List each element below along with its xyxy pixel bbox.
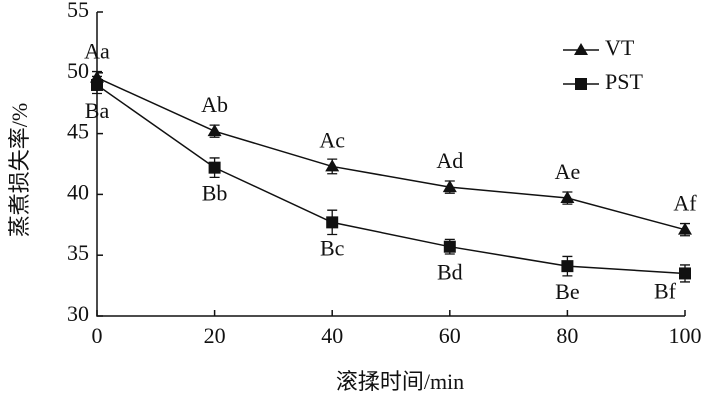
data-point xyxy=(560,191,575,204)
point-label: Be xyxy=(555,279,579,304)
point-label: Ac xyxy=(319,127,345,152)
series-line xyxy=(96,76,686,231)
y-axis-label: 蒸煮损失率/% xyxy=(7,103,32,237)
x-tick-label: 80 xyxy=(556,323,578,348)
point-label: Ae xyxy=(555,159,581,184)
data-point xyxy=(678,222,692,235)
data-point xyxy=(325,159,340,172)
data-point xyxy=(91,78,103,91)
legend-marker xyxy=(575,78,587,90)
point-label: Af xyxy=(673,191,697,216)
point-label: Aa xyxy=(84,39,110,64)
legend-label: VT xyxy=(605,35,635,60)
series-line xyxy=(96,84,686,275)
data-point xyxy=(442,180,457,193)
y-tick-label: 55 xyxy=(67,0,89,22)
axes xyxy=(96,12,685,317)
data-point xyxy=(208,161,221,174)
y-tick-label: 40 xyxy=(67,179,89,204)
x-tick-label: 40 xyxy=(321,323,343,348)
x-tick-label: 20 xyxy=(204,323,226,348)
x-tick-label: 0 xyxy=(92,323,103,348)
y-tick-label: 35 xyxy=(67,240,89,265)
data-point xyxy=(207,124,222,137)
data-point xyxy=(326,216,339,229)
y-tick-label: 50 xyxy=(67,58,89,83)
x-axis-label: 滚揉时间/min xyxy=(336,369,464,394)
data-point xyxy=(443,240,456,253)
point-label: Bb xyxy=(202,181,228,206)
x-tick-label: 100 xyxy=(669,323,702,348)
data-point xyxy=(561,260,574,273)
point-label: Ad xyxy=(436,148,463,173)
legend-marker xyxy=(574,43,588,55)
y-tick-label: 30 xyxy=(67,301,89,326)
data-point xyxy=(679,267,691,280)
legend-label: PST xyxy=(605,69,643,94)
point-label: Ab xyxy=(201,92,228,117)
y-tick-label: 45 xyxy=(67,119,89,144)
point-label: Bc xyxy=(320,235,345,260)
x-tick-label: 60 xyxy=(439,323,461,348)
point-label: Bd xyxy=(437,260,463,285)
point-label: Ba xyxy=(85,98,110,123)
point-label: Bf xyxy=(654,278,677,303)
